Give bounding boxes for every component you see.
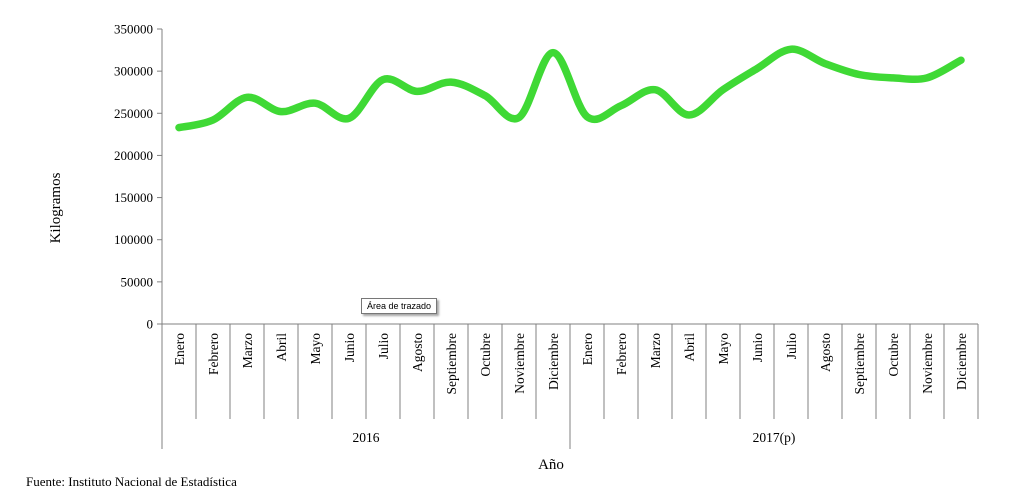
year-group-label: 2017(p) [753, 430, 796, 445]
month-label: Febrero [614, 333, 629, 375]
month-label: Octubre [886, 333, 901, 376]
month-label: Septiembre [852, 333, 867, 394]
y-tick-label: 200000 [114, 148, 153, 163]
month-label: Octubre [478, 333, 493, 376]
month-label: Enero [580, 333, 595, 365]
month-label: Enero [172, 333, 187, 365]
month-label: Junio [750, 333, 765, 363]
plot-area-tooltip: Área de trazado [361, 298, 437, 314]
series-line [179, 49, 961, 127]
month-label: Marzo [648, 333, 663, 368]
y-tick-label: 350000 [114, 22, 153, 37]
y-tick-label: 50000 [121, 274, 154, 289]
month-label: Marzo [240, 333, 255, 368]
y-tick-label: 100000 [114, 232, 153, 247]
month-label: Noviembre [920, 333, 935, 394]
y-tick-label: 0 [147, 317, 154, 332]
month-label: Agosto [410, 333, 425, 372]
month-label: Mayo [716, 333, 731, 365]
y-tick-label: 250000 [114, 106, 153, 121]
month-label: Agosto [818, 333, 833, 372]
month-label: Junio [342, 333, 357, 363]
month-label: Diciembre [546, 333, 561, 390]
month-label: Septiembre [444, 333, 459, 394]
month-label: Diciembre [954, 333, 969, 390]
year-group-label: 2016 [353, 430, 380, 445]
month-label: Febrero [206, 333, 221, 375]
month-label: Abril [274, 333, 289, 362]
month-label: Julio [784, 333, 799, 360]
y-tick-label: 300000 [114, 64, 153, 79]
month-label: Noviembre [512, 333, 527, 394]
source-note: Fuente: Instituto Nacional de Estadístic… [26, 474, 237, 490]
x-axis-title: Año [538, 457, 564, 473]
month-label: Mayo [308, 333, 323, 365]
y-axis-title: Kilogramos [48, 172, 64, 243]
month-label: Julio [376, 333, 391, 360]
y-tick-label: 150000 [114, 190, 153, 205]
month-label: Abril [682, 333, 697, 362]
